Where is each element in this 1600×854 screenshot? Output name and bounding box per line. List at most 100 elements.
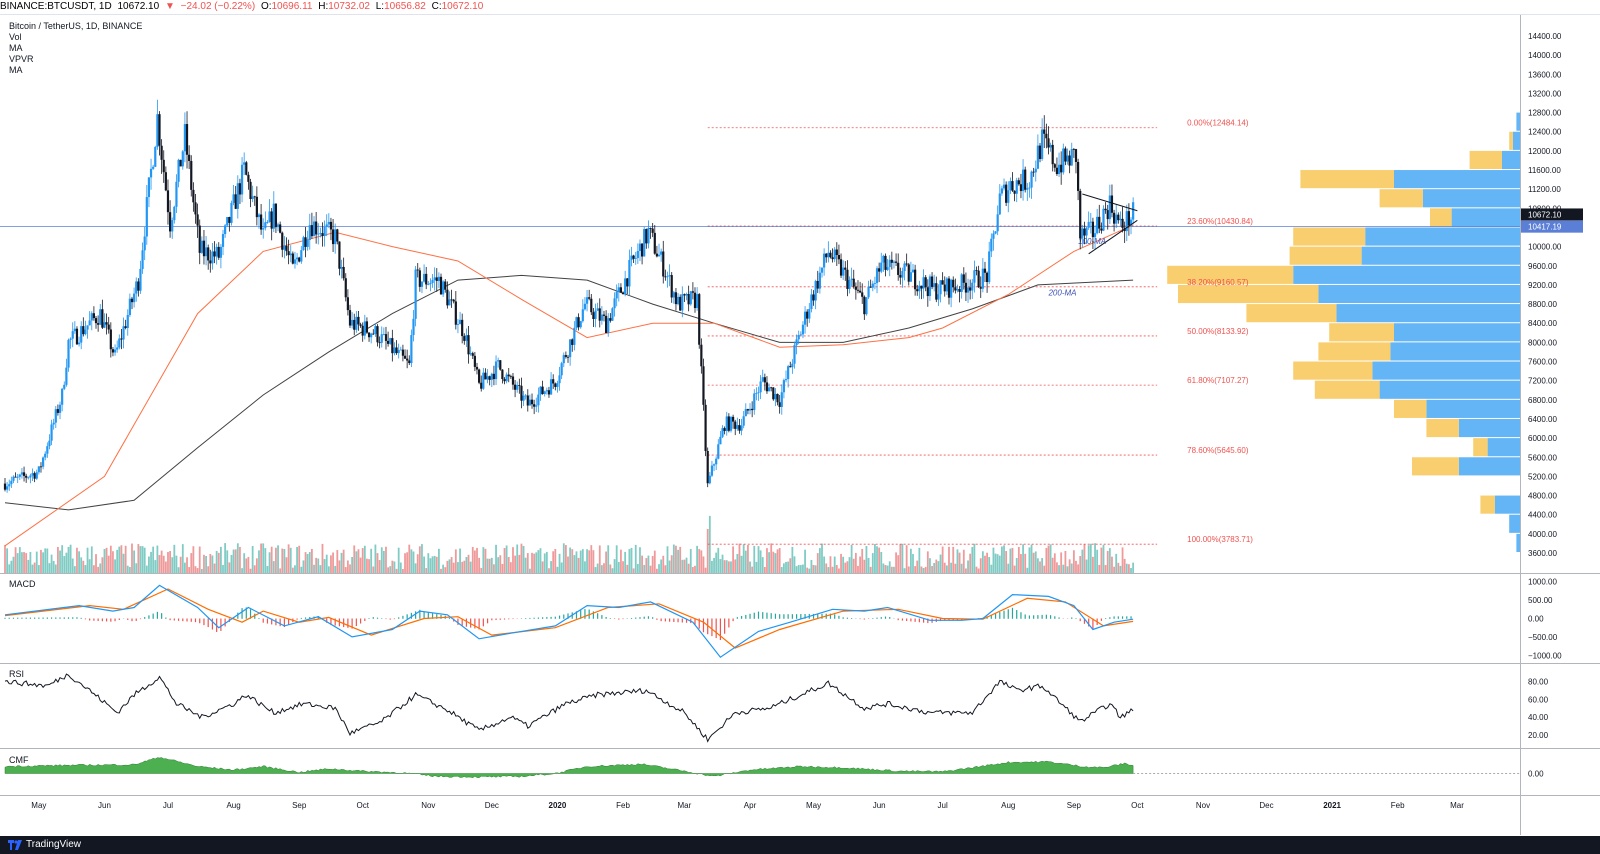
volume-bar — [901, 543, 904, 573]
volume-bar — [763, 566, 766, 573]
macd-histogram-bar — [249, 609, 252, 619]
macd-histogram-bar — [542, 617, 544, 619]
volume-bar — [169, 551, 171, 573]
volume-bar — [713, 558, 715, 573]
volume-bar — [368, 559, 370, 573]
candle-body — [598, 308, 601, 321]
macd-histogram-bar — [918, 618, 920, 623]
volume-bar — [395, 568, 398, 573]
volume-bar — [1115, 553, 1118, 573]
legend-item-ma-2[interactable]: MA — [9, 65, 23, 75]
time-tick-label: Dec — [1259, 801, 1273, 810]
candle-body — [878, 268, 881, 272]
candle-body — [279, 224, 282, 233]
candle-body — [16, 476, 19, 478]
legend-item-vpvr[interactable]: VPVR — [9, 54, 34, 64]
candle-body — [1045, 133, 1048, 139]
vpvr-bar-up — [1318, 284, 1520, 304]
candle-body — [319, 233, 322, 234]
volume-bar — [723, 560, 726, 573]
volume-bar — [137, 544, 140, 573]
volume-bar — [1032, 552, 1035, 573]
candle-body — [549, 379, 553, 395]
candle-body — [380, 334, 383, 343]
legend-item-vol[interactable]: Vol — [9, 32, 22, 42]
volume-bar — [613, 559, 616, 573]
volume-bar — [12, 556, 15, 573]
price-tick-label: 14400.00 — [1528, 32, 1562, 41]
candle-body — [238, 183, 242, 195]
brand-name[interactable]: TradingView — [26, 839, 82, 850]
candle-body — [56, 409, 60, 413]
macd-histogram-bar — [664, 618, 666, 622]
volume-bar — [380, 547, 383, 573]
volume-bar — [1098, 564, 1101, 573]
candle-body — [1089, 221, 1092, 223]
macd-histogram-bar — [97, 618, 99, 621]
volume-bar — [592, 550, 595, 573]
candle-body — [825, 253, 828, 258]
candle-body — [1108, 195, 1111, 220]
candle-body — [939, 280, 942, 295]
volume-bar — [239, 546, 241, 573]
volume-bar — [950, 562, 953, 573]
candle-body — [427, 284, 430, 286]
candle-body — [890, 259, 893, 263]
volume-bar — [141, 546, 144, 573]
candle-body — [638, 243, 642, 252]
candle-body — [958, 289, 961, 292]
candle-body — [310, 225, 314, 237]
macd-histogram-bar — [199, 618, 201, 624]
candle-body — [577, 317, 580, 328]
macd-pane: 1000.00 500.00 0.00 −500.00 −1000.00 MACD — [4, 578, 1562, 660]
legend-item-ma[interactable]: MA — [9, 43, 23, 53]
candle-body — [439, 276, 443, 295]
candle-body — [920, 285, 923, 289]
rsi-pane-label: RSI — [9, 669, 24, 679]
macd-histogram-bar — [144, 617, 146, 619]
symbol-name[interactable]: BINANCE:BTCUSDT, 1D — [0, 1, 112, 12]
ma-label: 100-MA — [1078, 237, 1106, 246]
volume-bar — [831, 566, 834, 573]
volume-bar — [156, 545, 159, 573]
candle-body — [145, 197, 148, 237]
candle-body — [985, 272, 989, 283]
candle-body — [738, 425, 741, 431]
volume-bar — [52, 560, 55, 573]
volume-bar — [725, 560, 728, 573]
volume-bar — [48, 563, 51, 573]
volume-bar — [751, 566, 754, 573]
tradingview-logo-icon[interactable] — [8, 840, 22, 850]
candle-body — [806, 311, 809, 319]
candle-body — [842, 267, 845, 276]
volume-bar — [774, 553, 777, 573]
macd-histogram-bar — [1003, 610, 1005, 619]
volume-bar — [50, 554, 53, 573]
volume-bar — [342, 549, 345, 573]
volume-bar — [76, 547, 78, 573]
chart-canvas[interactable]: 0.00%(12484.14) 23.60%(10430.84) 38.20%(91… — [0, 15, 1600, 835]
volume-bar — [787, 561, 790, 573]
volume-bar — [412, 551, 415, 573]
volume-bar — [1001, 546, 1003, 573]
volume-bar — [685, 557, 688, 573]
candle-body — [691, 291, 694, 293]
volume-bar — [148, 556, 150, 573]
macd-histogram-bar — [533, 617, 535, 619]
candle-body — [1119, 218, 1122, 221]
volume-bar — [118, 546, 121, 573]
vpvr-bar-down — [1289, 246, 1362, 265]
volume-bar — [82, 560, 85, 573]
candle-body — [933, 283, 936, 287]
candle-body — [401, 349, 405, 356]
volume-bar — [706, 528, 709, 573]
volume-bar — [160, 550, 163, 573]
candle-body — [753, 393, 756, 411]
candle-body — [274, 203, 278, 228]
candle-body — [952, 279, 955, 288]
macd-tick-label: 1000.00 — [1528, 578, 1557, 587]
candle-body — [97, 323, 100, 325]
macd-histogram-bar — [419, 609, 421, 619]
candle-body — [736, 425, 739, 429]
volume-bar — [484, 548, 487, 573]
